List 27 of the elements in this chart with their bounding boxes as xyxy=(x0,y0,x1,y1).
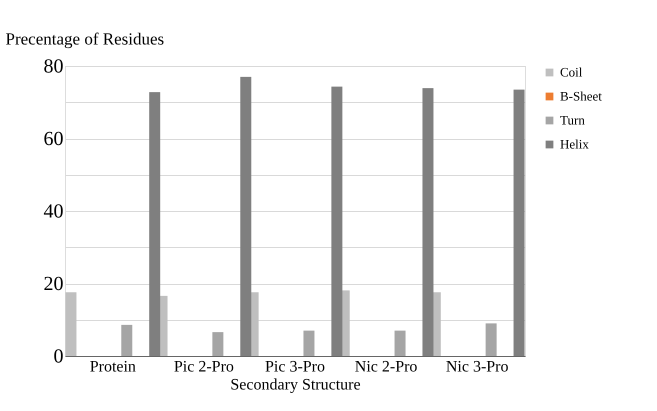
y-tick-label: 20 xyxy=(44,273,64,295)
x-tick-label: Protein xyxy=(90,358,136,376)
legend-label: Coil xyxy=(560,64,583,80)
bar xyxy=(514,90,525,356)
legend-label: Turn xyxy=(560,112,586,128)
x-tick-label: Pic 3-Pro xyxy=(265,358,325,376)
bar xyxy=(212,332,224,356)
bar xyxy=(422,88,434,356)
bar xyxy=(65,292,76,356)
y-tick-label: 80 xyxy=(44,56,64,78)
y-axis-title: Precentage of Residues xyxy=(6,30,164,48)
x-tick-label: Nic 3-Pro xyxy=(446,358,509,376)
bar xyxy=(149,92,160,356)
legend-label: B-Sheet xyxy=(560,88,602,104)
bar xyxy=(331,86,342,356)
bar xyxy=(394,330,406,356)
y-tick-label: 40 xyxy=(44,200,64,222)
bar xyxy=(240,76,252,356)
x-tick-label: Nic 2-Pro xyxy=(354,358,418,376)
x-tick-label: Pic 2-Pro xyxy=(174,358,234,376)
y-tick-label: 0 xyxy=(54,346,64,368)
y-tick-label: 60 xyxy=(44,128,64,150)
bar xyxy=(303,330,314,356)
bar xyxy=(121,324,132,356)
legend-label: Helix xyxy=(560,136,590,152)
x-axis-title: Secondary Structure xyxy=(230,376,361,394)
bar xyxy=(486,323,497,356)
